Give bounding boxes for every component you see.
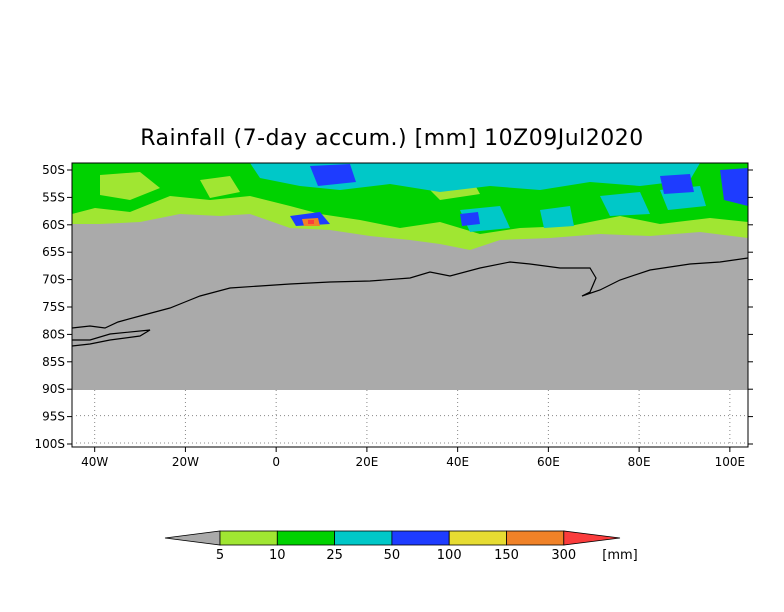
legend-below: [164, 530, 221, 546]
legend-box: [334, 530, 393, 546]
legend-tick-label: 100: [437, 548, 462, 563]
longitude-axis: 40W 20W 0 20E 40E 60E 80E 100E: [81, 447, 745, 469]
lon-label: 60E: [537, 455, 560, 469]
lat-label: 80S: [42, 327, 65, 341]
latitude-axis: 50S 55S 60S 65S 70S 75S 80S 85S 90S 95S 100S: [34, 163, 753, 451]
lon-label: 0: [272, 455, 280, 469]
map-title: Rainfall (7-day accum.) [mm] 10Z09Jul202…: [140, 126, 644, 151]
legend-tick-label: 10: [269, 548, 286, 563]
gridlines: [72, 390, 748, 447]
legend-above: [563, 530, 621, 546]
legend-box: [391, 530, 450, 546]
lon-label: 80E: [628, 455, 651, 469]
lat-label: 90S: [42, 382, 65, 396]
legend-tick-label: 25: [326, 548, 343, 563]
legend-box: [276, 530, 335, 546]
legend-tick-label: 50: [384, 548, 401, 563]
lon-label: 100E: [715, 455, 746, 469]
legend-box: [219, 530, 278, 546]
lon-label: 20W: [172, 455, 199, 469]
lat-label: 100S: [34, 437, 65, 451]
lat-label: 95S: [42, 410, 65, 424]
legend-unit: [mm]: [602, 548, 637, 563]
legend-box: [506, 530, 565, 546]
lat-label: 65S: [42, 245, 65, 259]
lat-label: 75S: [42, 300, 65, 314]
lat-label: 85S: [42, 355, 65, 369]
coastline: [71, 257, 749, 347]
legend-tick-label: 300: [551, 548, 576, 563]
lat-label: 55S: [42, 190, 65, 204]
legend-tick-label: 5: [216, 548, 224, 563]
lat-label: 50S: [42, 163, 65, 177]
lon-label: 40W: [81, 455, 108, 469]
legend-box: [448, 530, 507, 546]
lon-label: 20E: [355, 455, 378, 469]
lon-label: 40E: [446, 455, 469, 469]
lat-label: 70S: [42, 273, 65, 287]
color-legend: 5 10 25 50 100 150 300 [mm]: [164, 530, 638, 563]
rainfall-band: [72, 163, 748, 250]
legend-tick-label: 150: [494, 548, 519, 563]
map-frame: [71, 162, 749, 448]
lat-label: 60S: [42, 218, 65, 232]
